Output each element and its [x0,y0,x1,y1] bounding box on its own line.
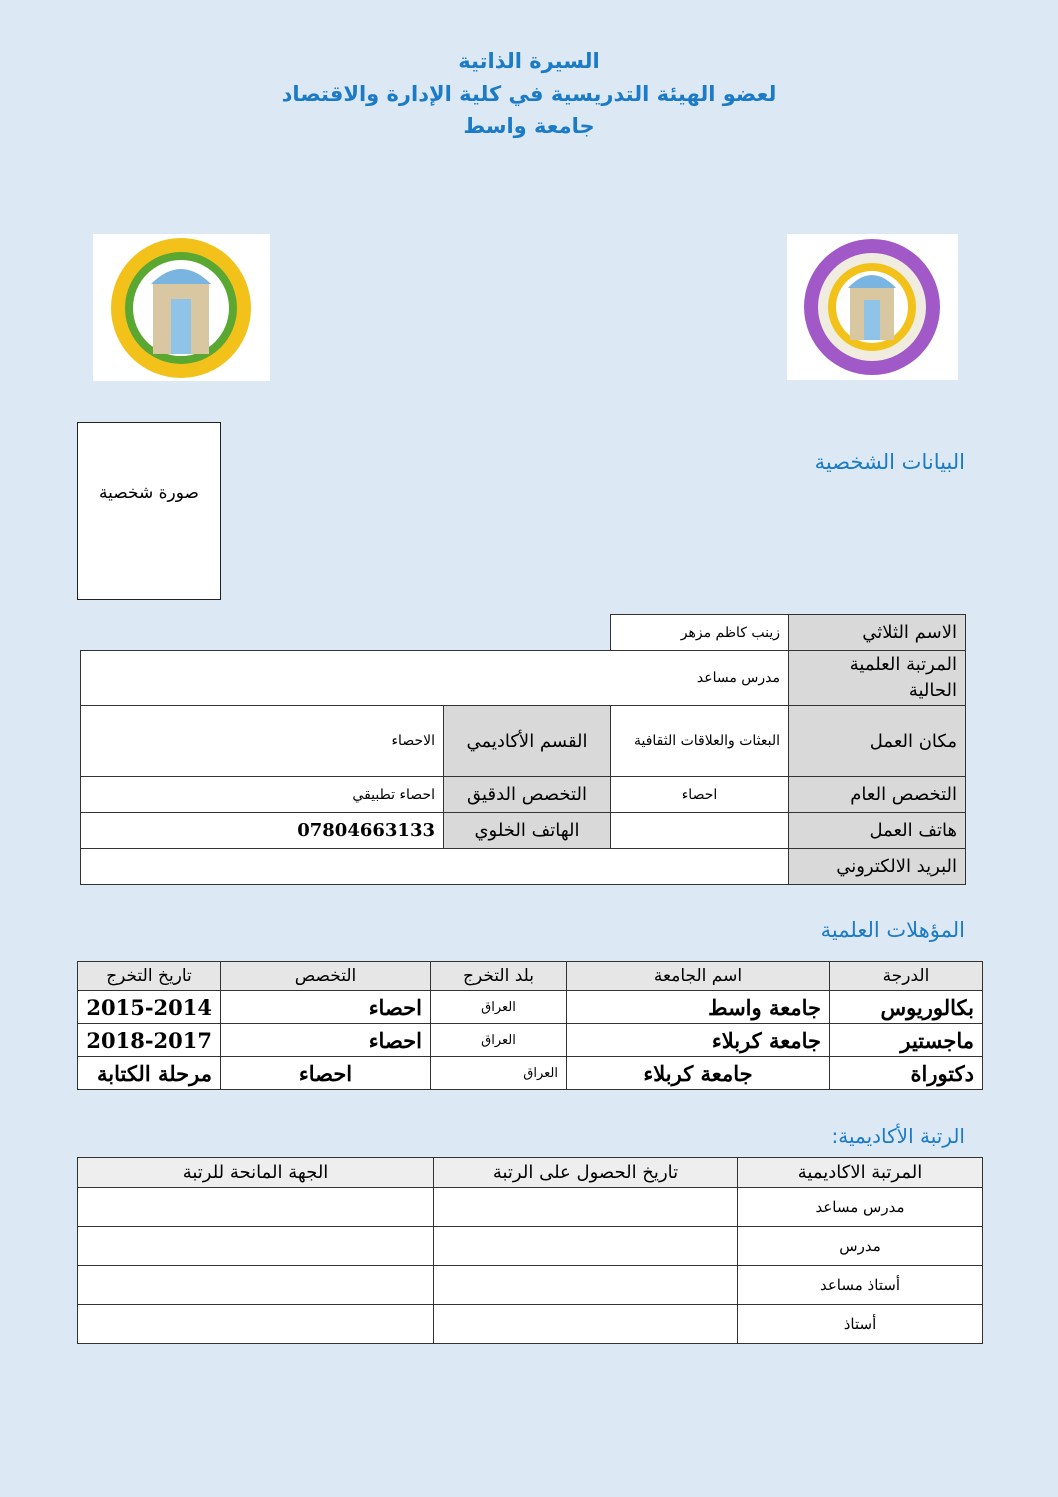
rank: مدرس مساعد [737,1187,983,1227]
email-value [80,848,789,885]
granting-body [77,1265,434,1305]
graduation-date: مرحلة الكتابة [77,1056,221,1090]
university-name: جامعة واسط [463,114,595,138]
general-spec-value: احصاء [610,776,789,813]
rank: مدرس [737,1226,983,1266]
col-country: بلد التخرج [430,961,567,991]
rank: أستاذ [737,1304,983,1344]
rank: أستاذ مساعد [737,1265,983,1305]
rank-date [433,1304,738,1344]
graduation-date: 2018-2017 [77,1023,221,1057]
precise-spec-label: التخصص الدقيق [443,776,611,813]
specialization: احصاء [220,990,431,1024]
academic-rank-heading: الرتبة الأكاديمية: [831,1124,965,1148]
qualifications-table: الدرجة اسم الجامعة بلد التخرج التخصص تار… [77,961,983,1090]
name-label: الاسم الثلاثي [788,614,966,651]
mobile-value: 07804663133 [80,812,444,849]
work-phone-label: هاتف العمل [788,812,966,849]
col-specialization: التخصص [220,961,431,991]
rank-date [433,1226,738,1266]
granting-body [77,1226,434,1266]
cv-subtitle: لعضو الهيئة التدريسية في كلية الإدارة وا… [281,82,777,106]
granting-body [77,1304,434,1344]
graduation-date: 2015-2014 [77,990,221,1024]
university: جامعة كربلاء [566,1056,830,1090]
table-row: ماجستير جامعة كربلاء العراق احصاء 2018-2… [77,1023,983,1057]
rank-value: مدرس مساعد [80,650,789,706]
personal-photo-placeholder: صورة شخصية [77,422,221,600]
col-graduation-date: تاريخ التخرج [77,961,221,991]
work-phone-value [610,812,789,849]
college-logo [787,234,958,380]
table-row: مدرس مساعد [77,1187,983,1227]
country: العراق [430,1023,567,1057]
col-rank: المرتبة الاكاديمية [737,1157,983,1188]
cv-title: السيرة الذاتية [458,49,600,73]
university: جامعة كربلاء [566,1023,830,1057]
rank-date [433,1187,738,1227]
department-label: القسم الأكاديمي [443,705,611,777]
table-row: أستاذ [77,1304,983,1344]
degree: بكالوريوس [829,990,983,1024]
table-row: دكتوراة جامعة كربلاء العراق احصاء مرحلة … [77,1056,983,1090]
col-rank-date: تاريخ الحصول على الرتبة [433,1157,738,1188]
mobile-label: الهاتف الخلوي [443,812,611,849]
university: جامعة واسط [566,990,830,1024]
email-label: البريد الالكتروني [788,848,966,885]
qualifications-heading: المؤهلات العلمية [820,918,965,942]
table-row: بكالوريوس جامعة واسط العراق احصاء 2015-2… [77,990,983,1024]
rank-date [433,1265,738,1305]
country: العراق [430,1056,567,1090]
col-degree: الدرجة [829,961,983,991]
specialization: احصاء [220,1056,431,1090]
personal-data-heading: البيانات الشخصية [814,450,965,474]
granting-body [77,1187,434,1227]
degree: دكتوراة [829,1056,983,1090]
academic-rank-table: المرتبة الاكاديمية تاريخ الحصول على الرت… [77,1157,983,1344]
personal-data-table: الاسم الثلاثي زينب كاظم مزهر المرتبة الع… [80,614,966,885]
photo-label: صورة شخصية [99,483,199,503]
general-spec-label: التخصص العام [788,776,966,813]
col-university: اسم الجامعة [566,961,830,991]
workplace-value: البعثات والعلاقات الثقافية [610,705,789,777]
name-value: زينب كاظم مزهر [610,614,789,651]
specialization: احصاء [220,1023,431,1057]
wasit-university-logo [93,234,270,381]
col-granting-body: الجهة المانحة للرتبة [77,1157,434,1188]
rank-label: المرتبة العلمية الحالية [788,650,966,706]
country: العراق [430,990,567,1024]
workplace-label: مكان العمل [788,705,966,777]
table-row: مدرس [77,1226,983,1266]
department-value: الاحصاء [80,705,444,777]
table-row: أستاذ مساعد [77,1265,983,1305]
precise-spec-value: احصاء تطبيقي [80,776,444,813]
degree: ماجستير [829,1023,983,1057]
